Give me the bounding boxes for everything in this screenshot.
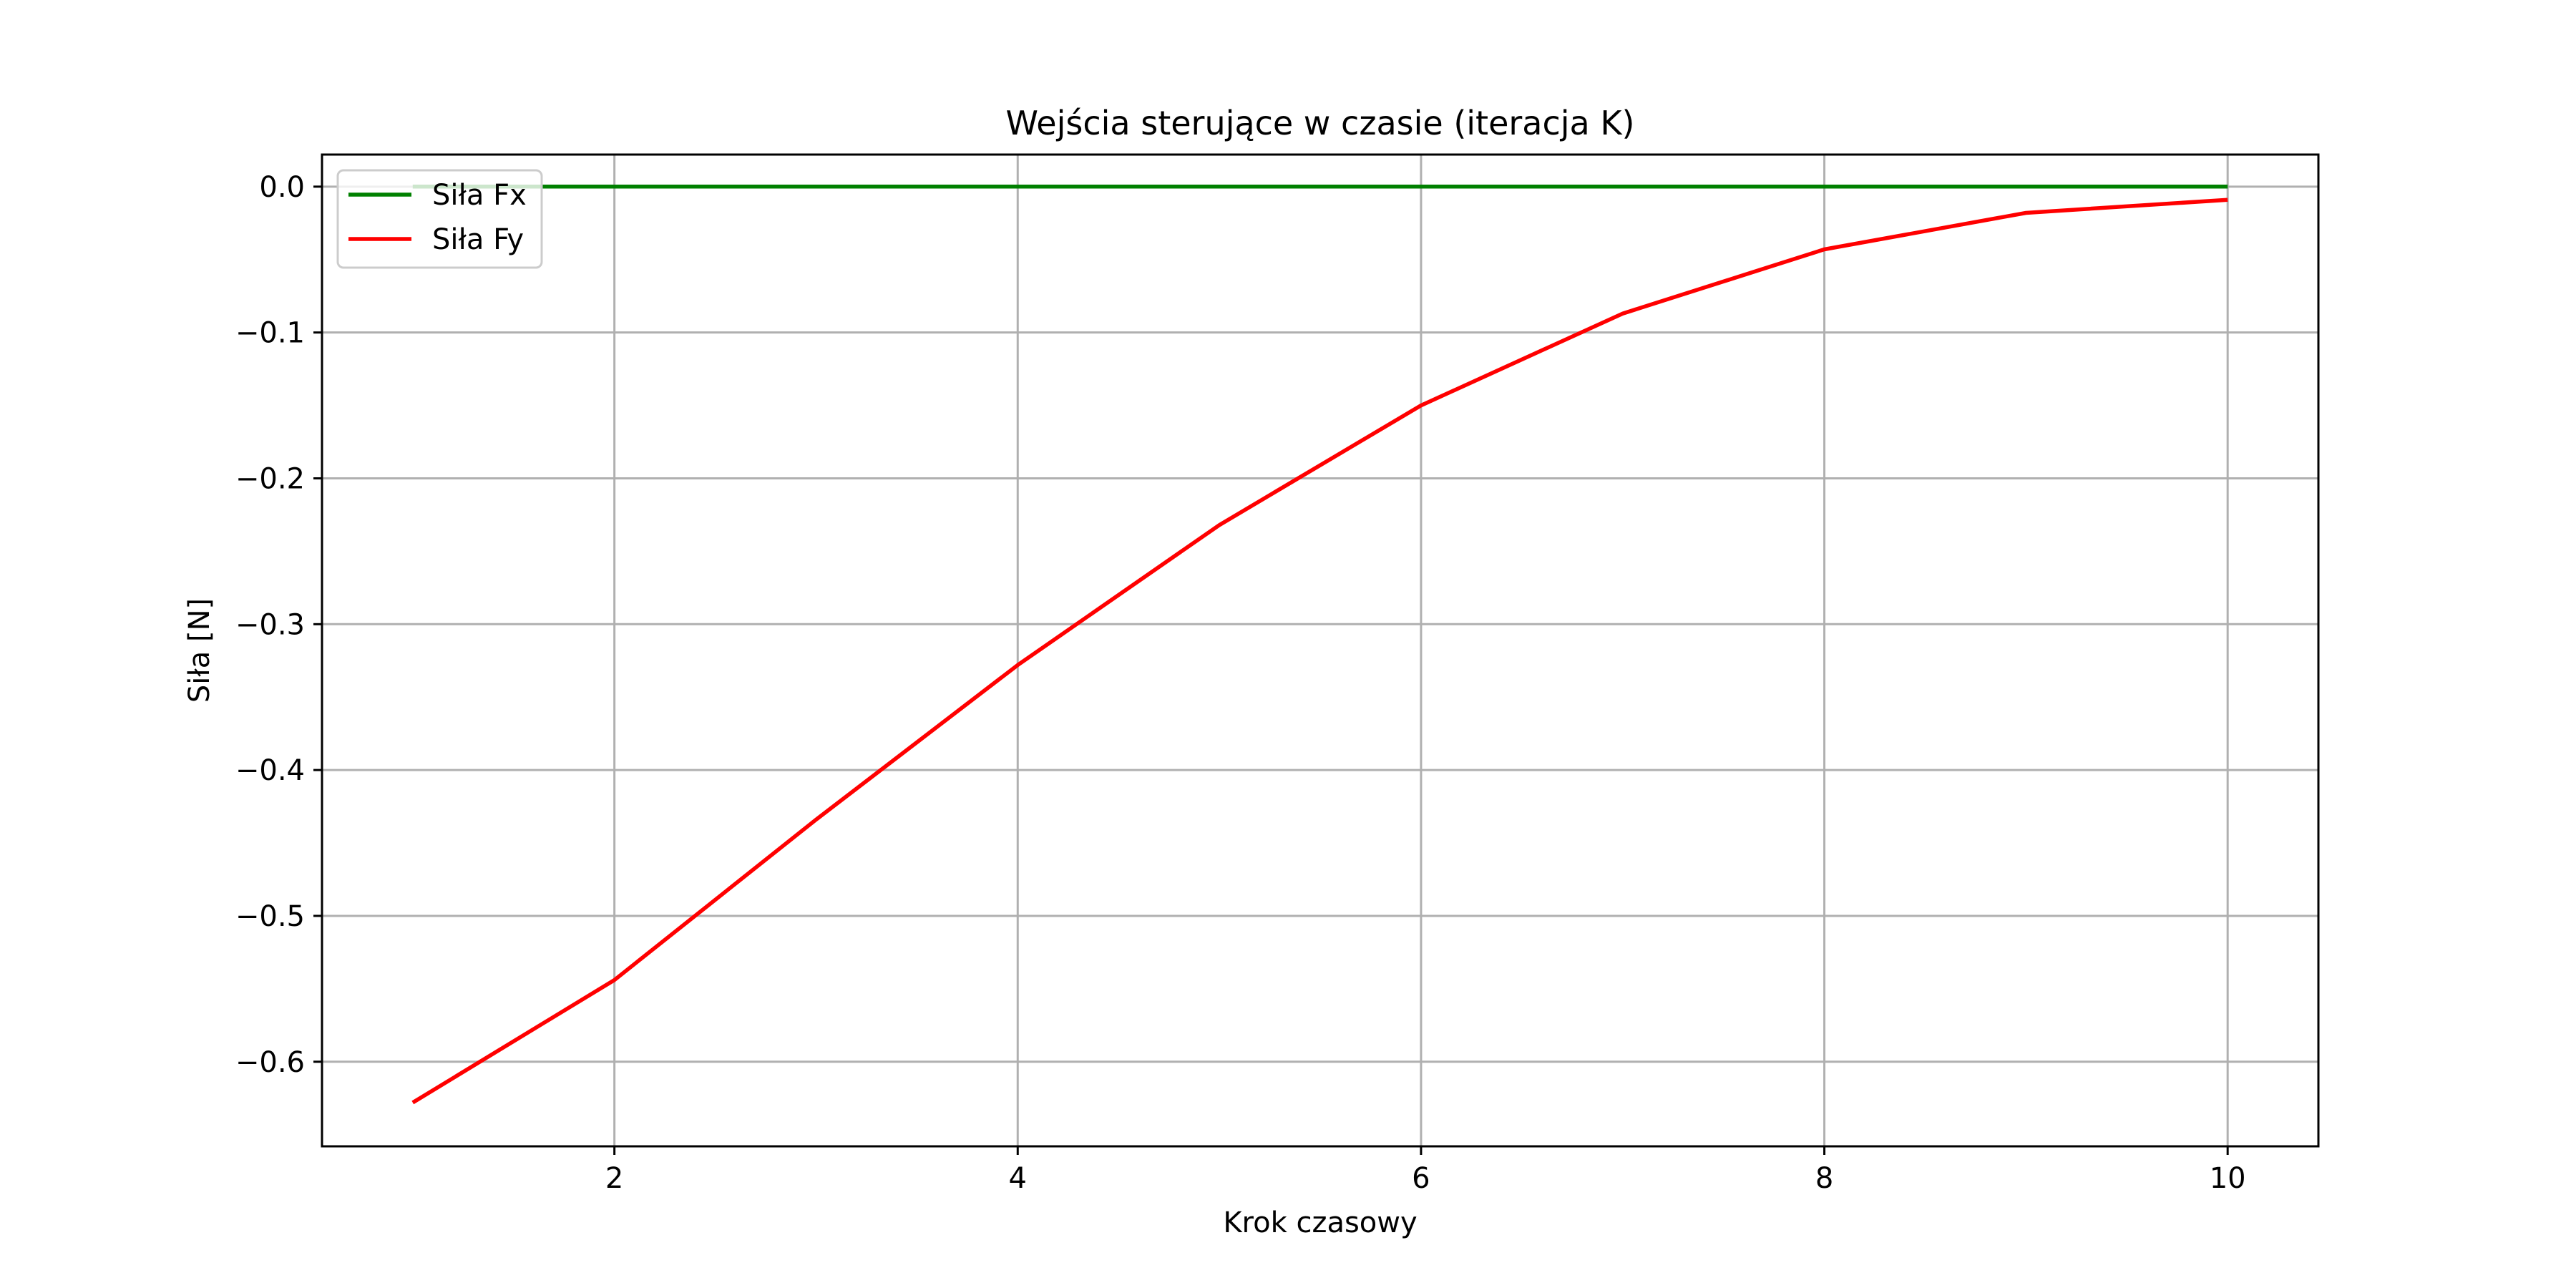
y-tick-label: −0.3 xyxy=(235,608,305,641)
x-tick-label: 8 xyxy=(1815,1162,1833,1195)
y-axis-ticks: 0.0 −0.1 −0.2 −0.3 −0.4 −0.5 −0.6 xyxy=(235,171,322,1079)
legend-label-fx: Siła Fx xyxy=(432,179,527,212)
series-line-fy xyxy=(411,197,2228,1105)
x-tick-label: 10 xyxy=(2210,1162,2246,1195)
grid xyxy=(322,155,2318,1146)
y-tick-label: −0.1 xyxy=(235,317,305,350)
chart-title: Wejścia sterujące w czasie (iteracja K) xyxy=(1006,104,1635,142)
y-tick-label: −0.5 xyxy=(235,900,305,933)
y-tick-label: −0.4 xyxy=(235,754,305,787)
legend-label-fy: Siła Fy xyxy=(432,223,524,256)
x-tick-label: 2 xyxy=(605,1162,623,1195)
y-tick-label: −0.6 xyxy=(235,1046,305,1079)
x-axis-ticks: 2 4 6 8 10 xyxy=(605,1146,2246,1195)
legend: Siła Fx Siła Fy xyxy=(336,169,543,269)
y-tick-label: −0.2 xyxy=(235,462,305,495)
x-tick-label: 4 xyxy=(1009,1162,1027,1195)
x-axis-label: Krok czasowy xyxy=(1223,1206,1417,1239)
x-tick-label: 6 xyxy=(1412,1162,1430,1195)
y-axis-label: Siła [N] xyxy=(183,598,216,703)
y-tick-label: 0.0 xyxy=(259,171,305,204)
plot-series xyxy=(411,185,2228,1105)
plot-frame xyxy=(321,153,2320,1148)
